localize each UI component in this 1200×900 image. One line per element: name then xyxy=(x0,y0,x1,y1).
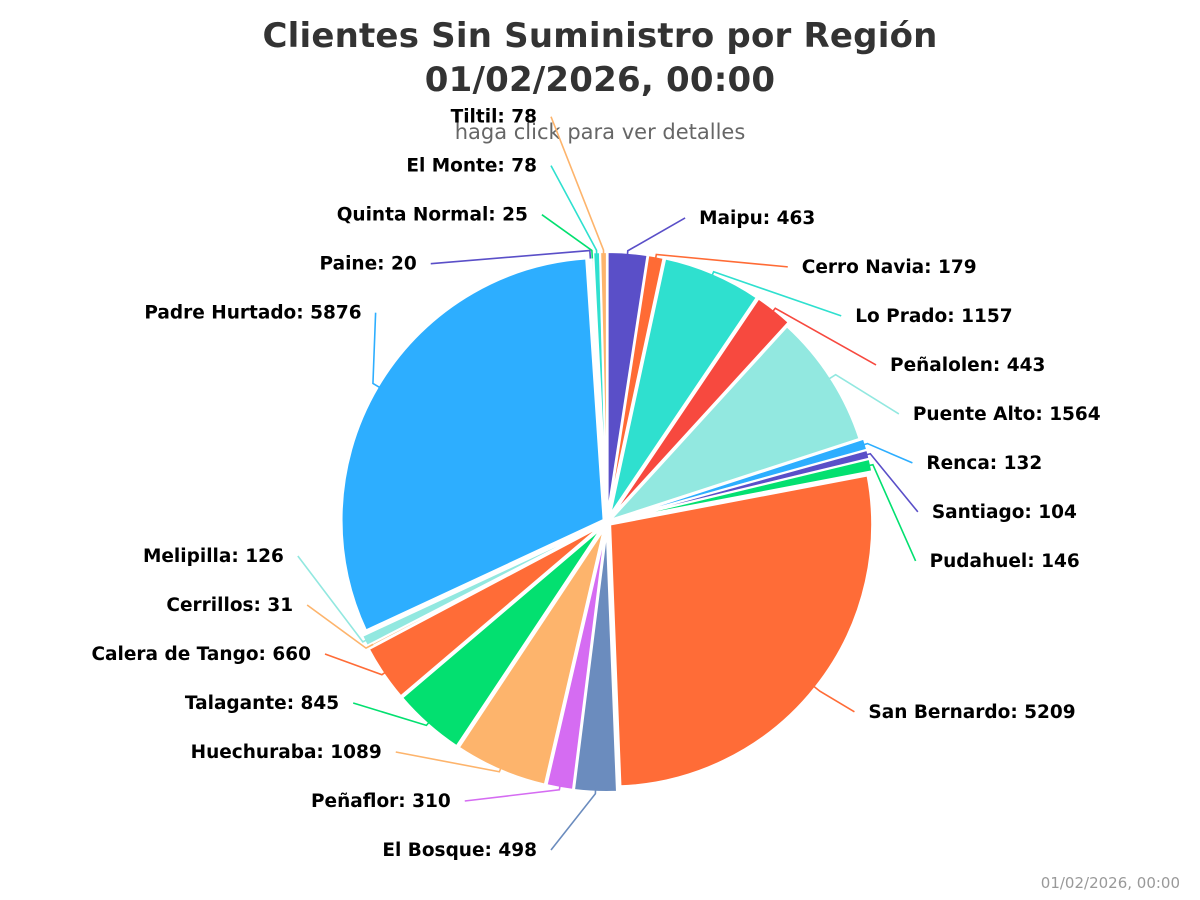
data-label: Paine: 20 xyxy=(320,254,417,275)
connector-line xyxy=(859,442,913,464)
footer-timestamp: 01/02/2026, 00:00 xyxy=(1040,874,1180,892)
chart-title-line-2: 01/02/2026, 00:00 xyxy=(424,60,776,100)
connector-line xyxy=(306,604,374,650)
pie-slices xyxy=(340,251,874,793)
data-label: Melipilla: 126 xyxy=(143,546,284,567)
data-label: Padre Hurtado: 5876 xyxy=(144,303,361,324)
connector-line xyxy=(864,463,917,562)
connector-line xyxy=(626,217,686,259)
connector-line xyxy=(550,116,605,259)
data-labels: Maipu: 463 Cerro Navia: 179 Lo Prado: 1157… xyxy=(91,107,1100,861)
connector-line xyxy=(541,214,594,259)
data-label: Renca: 132 xyxy=(926,453,1042,474)
connector-line xyxy=(395,751,504,773)
data-label: Lo Prado: 1157 xyxy=(855,306,1012,327)
data-label: Santiago: 104 xyxy=(932,502,1077,523)
chart-title-line-1: Clientes Sin Suministro por Región xyxy=(262,16,938,56)
connector-line xyxy=(430,249,592,265)
connector-line xyxy=(769,307,877,366)
connector-line xyxy=(550,165,598,259)
connector-line xyxy=(813,685,855,713)
data-label: Pudahuel: 146 xyxy=(930,551,1080,572)
connector-line xyxy=(352,702,433,727)
connector-line xyxy=(297,555,371,643)
data-label: Peñalolen: 443 xyxy=(890,355,1045,376)
data-label: Quinta Normal: 25 xyxy=(337,205,528,226)
connector-line xyxy=(709,270,842,317)
connector-lines xyxy=(297,116,919,851)
data-label: Puente Alto: 1564 xyxy=(913,404,1101,425)
data-label: Huechuraba: 1089 xyxy=(191,742,382,763)
data-label: Tiltil: 78 xyxy=(451,107,537,128)
connector-line xyxy=(550,785,597,851)
connector-line xyxy=(654,253,788,268)
data-label: El Monte: 78 xyxy=(406,156,537,177)
connector-line xyxy=(862,452,919,513)
data-label: Calera de Tango: 660 xyxy=(91,644,311,665)
chart-subtitle[interactable]: haga click para ver detalles xyxy=(454,120,746,144)
connector-line xyxy=(324,653,389,676)
data-label: Talagante: 845 xyxy=(185,693,339,714)
connector-line xyxy=(828,373,900,415)
data-label: Cerrillos: 31 xyxy=(166,595,293,616)
pie-slice[interactable] xyxy=(609,474,874,788)
data-label: Peñaflor: 310 xyxy=(311,791,451,812)
data-label: El Bosque: 498 xyxy=(382,840,537,861)
connector-line xyxy=(372,312,381,389)
data-label: Cerro Navia: 179 xyxy=(802,257,977,278)
data-label: Maipu: 463 xyxy=(699,208,815,229)
data-label: San Bernardo: 5209 xyxy=(868,702,1075,723)
connector-line xyxy=(464,781,562,802)
